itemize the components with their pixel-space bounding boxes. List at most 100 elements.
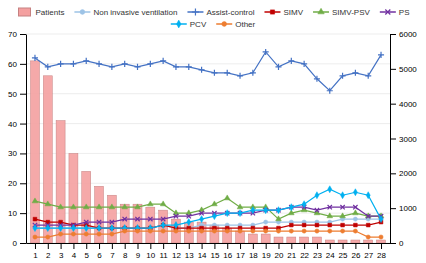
point bbox=[353, 205, 357, 209]
tick-mark bbox=[48, 243, 49, 249]
grid-line bbox=[26, 123, 390, 124]
bar bbox=[274, 237, 283, 243]
point bbox=[187, 219, 191, 226]
tick-mark bbox=[343, 243, 344, 249]
tick-mark bbox=[20, 183, 26, 184]
point bbox=[122, 204, 128, 209]
tick-mark bbox=[227, 243, 228, 249]
tick-mark bbox=[189, 243, 190, 249]
tick: 11 bbox=[159, 243, 168, 260]
tick: 2000 bbox=[390, 169, 417, 178]
point bbox=[110, 225, 114, 232]
tick-label: 11 bbox=[159, 251, 168, 260]
tick: 0 bbox=[13, 239, 26, 248]
point bbox=[45, 201, 51, 206]
point bbox=[161, 222, 165, 229]
point bbox=[275, 64, 281, 70]
tick-label: 3000 bbox=[399, 135, 417, 144]
tick-mark bbox=[61, 243, 62, 249]
point bbox=[59, 225, 63, 232]
point bbox=[328, 205, 332, 209]
tick-mark bbox=[20, 64, 26, 65]
point bbox=[315, 223, 319, 227]
legend-marker bbox=[222, 22, 227, 27]
point bbox=[97, 220, 101, 224]
point bbox=[327, 88, 333, 94]
point bbox=[224, 195, 230, 200]
tick-label: 21 bbox=[287, 251, 296, 260]
tick-label: 26 bbox=[351, 251, 360, 260]
tick-label: 13 bbox=[185, 251, 194, 260]
point bbox=[263, 49, 269, 55]
point bbox=[84, 232, 88, 236]
tick-label: 10 bbox=[8, 209, 17, 218]
point bbox=[96, 204, 102, 209]
tick-label: 25 bbox=[339, 251, 348, 260]
point bbox=[83, 58, 89, 64]
legend-item: PS bbox=[380, 8, 410, 17]
chart-svg: PatientsNon invasive ventilationAssist-c… bbox=[0, 0, 426, 263]
point bbox=[32, 198, 38, 203]
tick-label: 1000 bbox=[399, 204, 417, 213]
tick: 5 bbox=[85, 243, 90, 260]
point bbox=[352, 70, 358, 76]
bar bbox=[248, 234, 257, 243]
bar bbox=[30, 61, 39, 243]
point bbox=[160, 201, 166, 206]
tick-label: 27 bbox=[364, 251, 373, 260]
legend-item: Other bbox=[216, 20, 255, 29]
tick-label: 16 bbox=[223, 251, 232, 260]
point bbox=[84, 220, 88, 224]
marks bbox=[30, 49, 385, 243]
line-series bbox=[33, 205, 383, 227]
point bbox=[199, 67, 205, 73]
bar bbox=[120, 204, 129, 243]
point bbox=[340, 213, 346, 218]
point bbox=[174, 214, 178, 218]
tick: 12 bbox=[172, 243, 181, 260]
point bbox=[288, 58, 294, 64]
point bbox=[379, 235, 383, 239]
point bbox=[33, 235, 37, 239]
legend-label: Assist-control bbox=[206, 8, 254, 17]
legend-item: Assist-control bbox=[187, 8, 254, 17]
tick: 27 bbox=[364, 243, 373, 260]
point bbox=[58, 204, 64, 209]
tick-mark bbox=[278, 243, 279, 249]
tick-mark bbox=[35, 243, 36, 249]
point bbox=[237, 204, 243, 209]
tick-mark bbox=[304, 243, 305, 249]
tick-label: 28 bbox=[377, 251, 386, 260]
bar bbox=[325, 240, 334, 243]
grid-line bbox=[26, 243, 390, 244]
point bbox=[174, 222, 178, 229]
tick-label: 60 bbox=[8, 60, 17, 69]
legend-label: SIMV bbox=[283, 8, 303, 17]
point bbox=[46, 225, 50, 232]
tick-label: 4000 bbox=[399, 100, 417, 109]
bar bbox=[146, 207, 155, 243]
point bbox=[109, 64, 115, 70]
point bbox=[315, 192, 319, 199]
tick: 4 bbox=[72, 243, 77, 260]
tick: 30 bbox=[8, 149, 26, 158]
tick-mark bbox=[390, 104, 396, 105]
tick-mark bbox=[390, 208, 396, 209]
tick-label: 14 bbox=[198, 251, 207, 260]
legend-label: Patients bbox=[36, 8, 65, 17]
point bbox=[341, 223, 345, 227]
legend-label: SIMV-PSV bbox=[332, 8, 370, 17]
point bbox=[276, 207, 280, 214]
tick-label: 2000 bbox=[399, 169, 417, 178]
tick: 50 bbox=[8, 90, 26, 99]
point bbox=[71, 204, 77, 209]
legend-label: Other bbox=[235, 20, 255, 29]
tick-mark bbox=[390, 34, 396, 35]
point bbox=[225, 229, 229, 233]
point bbox=[328, 186, 332, 193]
point bbox=[200, 216, 204, 223]
grid-line bbox=[26, 93, 390, 94]
point bbox=[147, 61, 153, 67]
point bbox=[366, 192, 370, 199]
legend-item: PCV bbox=[171, 20, 207, 29]
